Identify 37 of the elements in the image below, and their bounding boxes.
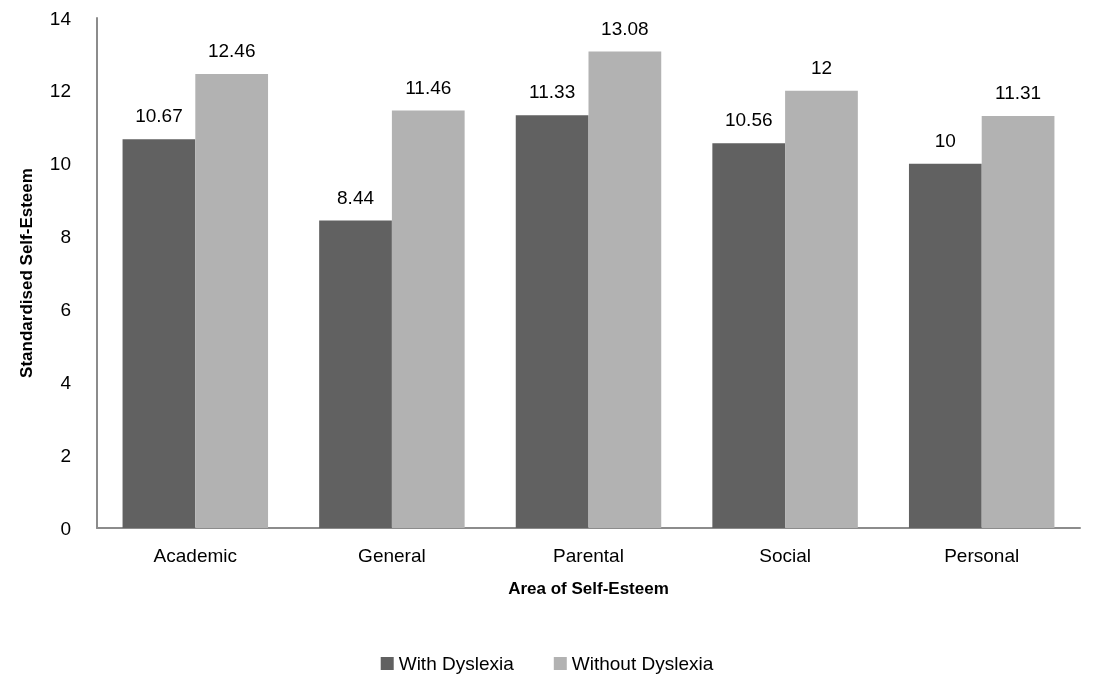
x-tick-label: General <box>358 545 426 566</box>
x-tick-label: Parental <box>553 545 624 566</box>
data-label: 11.33 <box>529 81 576 103</box>
x-tick-label: Personal <box>944 545 1020 566</box>
bar <box>712 143 786 528</box>
legend-label: With Dyslexia <box>398 653 515 674</box>
y-tick-label: 4 <box>60 371 72 393</box>
bar <box>908 163 982 528</box>
y-axis-title: Standardised Self-Esteem <box>17 168 36 378</box>
y-tick-label: 10 <box>49 153 71 175</box>
data-label: 10.56 <box>724 109 773 131</box>
y-tick-label: 0 <box>60 517 71 539</box>
data-label: 11.46 <box>405 76 452 98</box>
bar <box>391 110 465 528</box>
data-label: 13.08 <box>601 17 649 39</box>
data-label: 12 <box>810 56 833 78</box>
data-label: 10 <box>934 129 956 151</box>
data-label: 10.67 <box>135 105 183 127</box>
y-tick-label: 12 <box>49 80 71 102</box>
bar <box>122 139 196 528</box>
y-tick-label: 14 <box>49 7 72 29</box>
data-label: 11.31 <box>995 81 1042 103</box>
data-label: 8.44 <box>337 186 375 208</box>
x-axis-title: Area of Self-Esteem <box>508 579 669 598</box>
y-tick-label: 6 <box>60 298 71 320</box>
bar <box>785 90 858 528</box>
bar <box>588 51 662 528</box>
bar <box>981 115 1055 528</box>
x-tick-label: Social <box>759 545 811 566</box>
y-tick-label: 8 <box>60 226 71 248</box>
data-label: 12.46 <box>207 40 256 62</box>
x-tick-label: Academic <box>153 545 238 566</box>
bar <box>195 74 269 528</box>
bar <box>319 220 392 528</box>
bar <box>515 115 589 528</box>
legend-label: Without Dyslexia <box>571 653 714 674</box>
y-tick-label: 2 <box>60 444 71 466</box>
